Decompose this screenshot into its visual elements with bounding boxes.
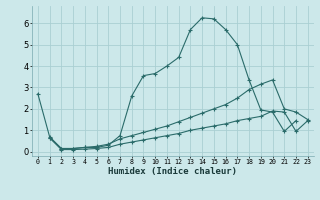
X-axis label: Humidex (Indice chaleur): Humidex (Indice chaleur)	[108, 167, 237, 176]
